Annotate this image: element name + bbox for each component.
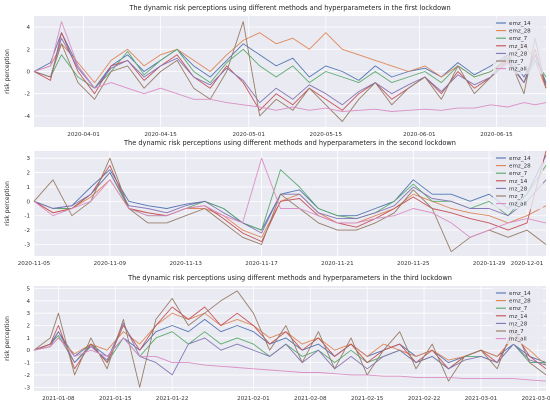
y-tick-label: 2	[26, 47, 30, 53]
series-line-mz-all	[33, 157, 547, 238]
x-tick-label: 2021-03-08	[522, 396, 550, 402]
y-axis-label: risk perception	[4, 49, 11, 94]
x-tick-label: 2020-04-15	[144, 132, 177, 138]
y-tick-label: 5	[26, 286, 30, 292]
chart-panel-1: The dynamic risk perceptions using diffe…	[4, 4, 547, 138]
legend-entry-mz-28: mz_28	[509, 186, 528, 192]
legend-entry-mz-28: mz_28	[509, 321, 528, 327]
plot-area	[34, 151, 546, 256]
x-tick-label: 2020-11-17	[245, 261, 278, 267]
y-tick-label: -3	[24, 385, 30, 391]
legend-entry-emz-7: emz_7	[509, 171, 528, 177]
legend-entry-emz-14: emz_14	[509, 156, 531, 162]
series-line-emz-14	[33, 32, 547, 89]
series-line-mz-28	[33, 322, 547, 376]
y-tick-label: 1	[26, 336, 30, 342]
y-tick-label: -2	[24, 92, 30, 98]
y-tick-label: 0	[26, 70, 30, 76]
y-tick-label: 4	[26, 25, 30, 31]
legend-entry-mz-all: mz_all	[509, 67, 527, 73]
legend-entry-mz-28: mz_28	[509, 51, 528, 57]
chart-title: The dynamic risk perceptions using diffe…	[128, 4, 450, 12]
y-tick-label: -1	[24, 214, 30, 220]
y-tick-label: 3	[26, 156, 30, 162]
plot-area	[34, 286, 546, 391]
x-tick-label: 2021-02-15	[351, 396, 384, 402]
legend-entry-mz-7: mz_7	[509, 59, 524, 65]
x-tick-label: 2021-02-01	[237, 396, 270, 402]
legend-entry-mz-14: mz_14	[509, 314, 528, 320]
chart-panel-2: The dynamic risk perceptions using diffe…	[4, 139, 547, 267]
x-tick-label: 2020-11-13	[169, 261, 202, 267]
series-line-mz-all	[33, 337, 547, 382]
series-line-mz-7	[33, 157, 547, 253]
x-tick-label: 2020-11-29	[473, 261, 506, 267]
chart-title: The dynamic risk perceptions using diffe…	[127, 274, 452, 282]
chart-panel-3: The dynamic risk perceptions using diffe…	[4, 274, 550, 402]
series-line-mz-7	[33, 290, 547, 388]
series-line-mz-14	[33, 150, 547, 243]
y-tick-label: 4	[26, 299, 30, 305]
x-tick-label: 2020-11-05	[18, 261, 51, 267]
x-tick-label: 2020-06-01	[403, 132, 436, 138]
y-axis-label: risk perception	[4, 316, 11, 361]
legend-entry-mz-7: mz_7	[509, 329, 524, 335]
legend-entry-mz-7: mz_7	[509, 194, 524, 200]
x-tick-label: 2020-05-15	[310, 132, 343, 138]
x-tick-label: 2021-03-01	[465, 396, 498, 402]
x-tick-label: 2020-05-01	[232, 132, 265, 138]
series-line-mz-14	[33, 32, 547, 111]
legend-entry-emz-7: emz_7	[509, 306, 528, 312]
x-tick-label: 2021-01-15	[99, 396, 132, 402]
y-tick-label: -1	[24, 361, 30, 367]
legend-entry-mz-all: mz_all	[509, 202, 527, 208]
series-line-mz-28	[33, 37, 547, 106]
legend-entry-emz-14: emz_14	[509, 21, 531, 27]
x-tick-label: 2020-04-01	[67, 132, 100, 138]
x-tick-label: 2020-06-15	[480, 132, 513, 138]
x-tick-label: 2020-11-21	[321, 261, 354, 267]
x-tick-label: 2021-01-08	[42, 396, 75, 402]
x-tick-label: 2021-02-08	[294, 396, 327, 402]
y-tick-label: 2	[26, 171, 30, 177]
x-tick-label: 2020-11-25	[397, 261, 430, 267]
y-tick-label: -2	[24, 373, 30, 379]
series-line-emz-7	[33, 48, 547, 89]
x-tick-label: 2020-11-09	[94, 261, 127, 267]
y-tick-label: 1	[26, 185, 30, 191]
x-tick-label: 2021-01-22	[156, 396, 189, 402]
legend-entry-mz-all: mz_all	[509, 337, 527, 343]
y-tick-label: -2	[24, 228, 30, 234]
x-tick-label: 2020-12-01	[511, 261, 544, 267]
legend-entry-mz-14: mz_14	[509, 44, 528, 50]
y-tick-label: -3	[24, 242, 30, 248]
y-tick-label: -4	[24, 114, 30, 120]
y-axis-label: risk perception	[4, 181, 11, 226]
x-tick-label: 2021-02-22	[408, 396, 441, 402]
legend-entry-emz-28: emz_28	[509, 299, 531, 305]
series-line-mz-all	[33, 21, 547, 112]
y-tick-label: 0	[26, 199, 30, 205]
legend-entry-emz-28: emz_28	[509, 164, 531, 170]
legend-entry-emz-14: emz_14	[509, 291, 531, 297]
y-tick-label: 3	[26, 311, 30, 317]
legend-entry-mz-14: mz_14	[509, 179, 528, 185]
legend-entry-emz-28: emz_28	[509, 29, 531, 35]
series-line-mz-7	[33, 21, 547, 122]
legend-entry-emz-7: emz_7	[509, 36, 528, 42]
series-line-emz-14	[33, 155, 547, 231]
chart-title: The dynamic risk perceptions using diffe…	[123, 139, 456, 147]
series-line-mz-28	[33, 172, 547, 234]
y-tick-label: 2	[26, 324, 30, 330]
y-tick-label: 0	[26, 348, 30, 354]
